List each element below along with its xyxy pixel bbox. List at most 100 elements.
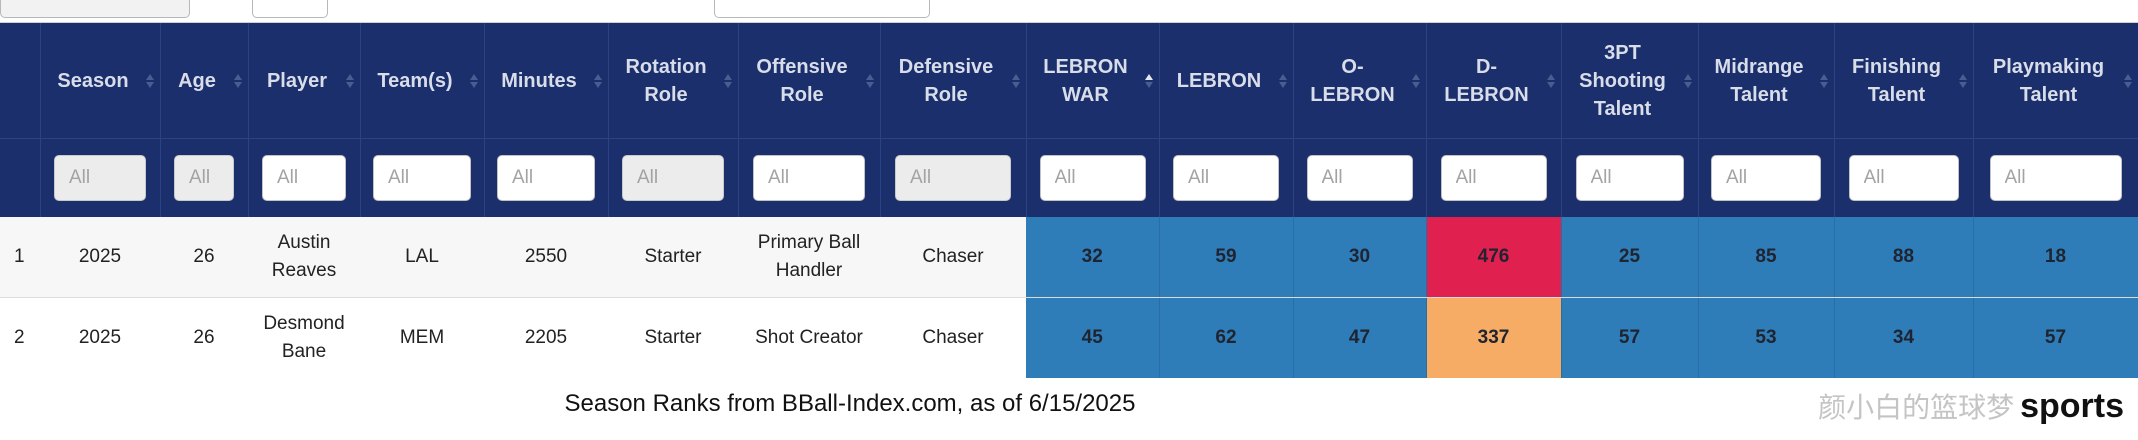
col-header-season[interactable]: Season <box>40 23 161 139</box>
filter-row <box>0 138 2138 217</box>
col-header-lebron[interactable]: LEBRON <box>1159 23 1294 139</box>
player-cell: Desmond Bane <box>248 297 360 378</box>
top-toolbar <box>0 0 2138 22</box>
filter-finishing-talent-input[interactable] <box>1848 155 1959 201</box>
offensive-role-text: Shot Creator <box>755 327 863 348</box>
sort-arrows-icon <box>1546 73 1555 88</box>
player-name: Austin Reaves <box>271 232 337 281</box>
offensive-role-cell: Shot Creator <box>738 297 880 378</box>
sort-arrows-icon <box>593 73 602 88</box>
filter-midrange-talent-input[interactable] <box>1711 155 1821 201</box>
filter-playmaking-talent-input[interactable] <box>1989 155 2122 201</box>
page-length-select[interactable] <box>252 0 328 18</box>
sort-arrows-icon <box>1819 73 1828 88</box>
col-header-lebron-war[interactable]: LEBRON WAR <box>1026 23 1160 139</box>
rotation-role-cell: Starter <box>608 297 738 378</box>
col-header-player[interactable]: Player <box>248 23 361 139</box>
col-header-defensive-role[interactable]: Defensive Role <box>880 23 1027 139</box>
team-cell: LAL <box>360 217 484 298</box>
lebron-war-cell: 45 <box>1026 297 1160 378</box>
col-header-age[interactable]: Age <box>160 23 249 139</box>
defensive-role-cell: Chaser <box>880 217 1026 298</box>
filter-cell-rank <box>0 138 41 217</box>
col-header-o-lebron[interactable]: O-LEBRON <box>1293 23 1427 139</box>
sort-arrows-icon <box>1011 73 1020 88</box>
filter-player-input[interactable] <box>262 155 346 201</box>
search-input[interactable] <box>714 0 930 18</box>
filter-d-lebron-input[interactable] <box>1440 155 1547 201</box>
col-header-offensive-role[interactable]: Offensive Role <box>738 23 881 139</box>
col-header-finishing-talent[interactable]: Finishing Talent <box>1834 23 1974 139</box>
filter-lebron-input[interactable] <box>1173 155 1279 201</box>
col-header-d-lebron[interactable]: D-LEBRON <box>1426 23 1562 139</box>
sort-arrows-icon <box>145 73 154 88</box>
table-caption: Season Ranks from BBall-Index.com, as of… <box>564 390 1136 417</box>
col-header-playmaking-talent[interactable]: Playmaking Talent <box>1973 23 2138 139</box>
sort-arrows-icon <box>1411 73 1420 88</box>
offensive-role-text: Primary Ball Handler <box>757 232 861 281</box>
ranks-table: Season Age Player Team(s) Minutes Rotati… <box>0 23 2138 378</box>
sort-arrows-icon <box>1958 73 1967 88</box>
watermark-cn: 颜小白的篮球梦 <box>1818 391 2015 424</box>
filter-minutes-input[interactable] <box>497 155 595 201</box>
watermark-brand: sports <box>2020 387 2124 425</box>
playmaking-talent-cell: 57 <box>1973 297 2138 378</box>
d-lebron-cell: 476 <box>1426 217 1562 298</box>
rank-cell: 1 <box>0 217 40 298</box>
o-lebron-cell: 30 <box>1293 217 1427 298</box>
col-header-teams[interactable]: Team(s) <box>360 23 485 139</box>
col-header-midrange-talent[interactable]: Midrange Talent <box>1698 23 1835 139</box>
sort-ascending-icon <box>1144 73 1153 88</box>
toolbar-dropdown-button[interactable] <box>0 0 190 18</box>
col-header-3pt-shooting-talent[interactable]: 3PT Shooting Talent <box>1561 23 1699 139</box>
player-name: Desmond Bane <box>263 313 345 362</box>
lebron-cell: 59 <box>1159 217 1294 298</box>
age-cell: 26 <box>160 297 248 378</box>
team-cell: MEM <box>360 297 484 378</box>
filter-o-lebron-input[interactable] <box>1306 155 1413 201</box>
midrange-talent-cell: 85 <box>1698 217 1835 298</box>
finishing-talent-cell: 88 <box>1834 217 1974 298</box>
table-row[interactable]: 2 2025 26 Desmond Bane MEM 2205 Starter … <box>0 297 2138 378</box>
filter-lebron-war-input[interactable] <box>1039 155 1146 201</box>
sort-arrows-icon <box>2123 73 2132 88</box>
table-row[interactable]: 1 2025 26 Austin Reaves LAL 2550 Starter… <box>0 217 2138 298</box>
col-header-rotation-role[interactable]: Rotation Role <box>608 23 739 139</box>
filter-3pt-shooting-talent-input[interactable] <box>1575 155 1684 201</box>
sort-arrows-icon <box>233 73 242 88</box>
o-lebron-cell: 47 <box>1293 297 1427 378</box>
3pt-shooting-talent-cell: 25 <box>1561 217 1699 298</box>
rank-cell: 2 <box>0 297 40 378</box>
filter-teams-input[interactable] <box>373 155 471 201</box>
col-header-rank[interactable] <box>0 23 41 139</box>
watermark: 颜小白的篮球梦 sports <box>1818 386 2124 426</box>
rotation-role-cell: Starter <box>608 217 738 298</box>
offensive-role-cell: Primary Ball Handler <box>738 217 880 298</box>
d-lebron-cell: 337 <box>1426 297 1562 378</box>
sort-arrows-icon <box>469 73 478 88</box>
lebron-cell: 62 <box>1159 297 1294 378</box>
playmaking-talent-cell: 18 <box>1973 217 2138 298</box>
minutes-cell: 2550 <box>484 217 608 298</box>
sort-arrows-icon <box>865 73 874 88</box>
filter-offensive-role-input[interactable] <box>753 155 865 201</box>
header-row: Season Age Player Team(s) Minutes Rotati… <box>0 23 2138 139</box>
finishing-talent-cell: 34 <box>1834 297 1974 378</box>
midrange-talent-cell: 53 <box>1698 297 1835 378</box>
minutes-cell: 2205 <box>484 297 608 378</box>
filter-defensive-role-input <box>895 155 1011 201</box>
defensive-role-cell: Chaser <box>880 297 1026 378</box>
filter-age-input <box>174 155 234 201</box>
player-cell: Austin Reaves <box>248 217 360 298</box>
filter-season-input <box>54 155 146 201</box>
lebron-war-cell: 32 <box>1026 217 1160 298</box>
sort-arrows-icon <box>345 73 354 88</box>
col-header-minutes[interactable]: Minutes <box>484 23 609 139</box>
sort-arrows-icon <box>1278 73 1287 88</box>
ranks-table-container: Season Age Player Team(s) Minutes Rotati… <box>0 22 2138 378</box>
sort-arrows-icon <box>723 73 732 88</box>
season-cell: 2025 <box>40 217 160 298</box>
sort-arrows-icon <box>1683 73 1692 88</box>
filter-rotation-role-input <box>622 155 724 201</box>
season-cell: 2025 <box>40 297 160 378</box>
